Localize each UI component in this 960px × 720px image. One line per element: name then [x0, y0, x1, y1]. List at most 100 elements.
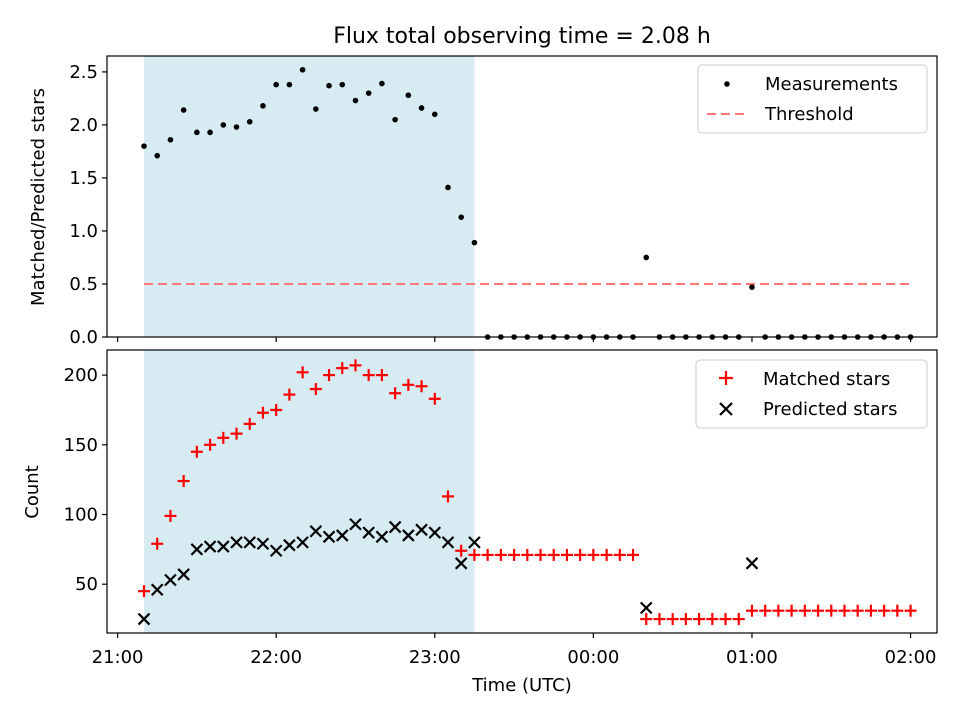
matched-stars-points: [138, 359, 917, 626]
matched-star-point: [785, 604, 798, 617]
matched-star-point: [838, 604, 851, 617]
predicted-star-point: [177, 568, 190, 581]
matched-star-point: [745, 604, 758, 617]
y-tick-label: 1.5: [69, 168, 98, 189]
y-tick-label: 0.0: [69, 327, 98, 348]
matched-star-point: [759, 604, 772, 617]
matched-star-point: [812, 604, 825, 617]
x-tick-label: 21:00: [92, 647, 144, 668]
measurement-point: [207, 129, 213, 136]
measurement-point: [749, 284, 755, 290]
predicted-star-point: [454, 557, 468, 570]
measurement-point: [365, 90, 372, 96]
matched-star-point: [177, 475, 190, 488]
measurement-point: [154, 152, 161, 159]
measurement-point: [260, 103, 266, 109]
predicted-star-point: [639, 601, 653, 615]
matched-star-point: [389, 387, 402, 400]
matched-star-point: [375, 369, 388, 382]
measurement-point: [233, 124, 240, 130]
predicted-star-point: [335, 529, 349, 542]
predicted-star-point: [468, 536, 481, 549]
matched-star-point: [230, 427, 243, 440]
matched-star-point: [534, 548, 547, 561]
matched-star-point: [560, 548, 573, 561]
top-y-axis-label: Matched/Predicted stars: [28, 88, 49, 306]
matched-star-point: [415, 380, 428, 393]
measurement-point: [273, 81, 279, 88]
predicted-star-point: [217, 540, 230, 553]
measurement-point: [431, 111, 438, 118]
x-tick-label: 23:00: [409, 647, 461, 668]
x-tick-label: 00:00: [567, 647, 619, 668]
matched-star-point: [825, 604, 838, 617]
matched-star-point: [481, 548, 494, 561]
matched-star-point: [613, 548, 626, 561]
bottom-y-axis-label: Count: [22, 465, 43, 518]
top-panel: 0.0 0.5 1.0 1.5 2.0 2.5 Matched/Predicted sta…: [28, 55, 938, 348]
matched-star-point: [468, 548, 481, 561]
measurement-point: [643, 254, 650, 261]
matched-star-point: [151, 537, 164, 550]
matched-star-point: [441, 490, 454, 503]
measurement-point: [326, 82, 332, 89]
y-tick-label: 100: [64, 505, 98, 526]
matched-star-point: [719, 613, 732, 626]
measurement-point: [286, 81, 293, 88]
x-tick-label: 02:00: [885, 647, 937, 668]
matched-star-point: [653, 613, 666, 626]
chart-title: Flux total observing time = 2.08 h: [333, 24, 711, 49]
matched-star-point: [164, 509, 177, 522]
matched-star-point: [732, 613, 745, 626]
y-tick-label: 150: [64, 435, 98, 456]
matched-star-point: [204, 438, 217, 451]
predicted-star-point: [203, 540, 217, 553]
bottom-legend: Matched stars Predicted stars: [695, 359, 928, 429]
y-tick-label: 50: [75, 574, 98, 595]
top-panel-shaded-span: [144, 56, 475, 337]
measurement-point: [339, 81, 346, 88]
matched-star-point: [878, 604, 891, 617]
predicted-star-point: [230, 536, 243, 549]
legend-predicted-label: Predicted stars: [763, 399, 897, 420]
predicted-star-point: [296, 536, 309, 549]
bottom-panel-shaded-span: [144, 350, 475, 633]
measurement-point: [220, 122, 227, 128]
matched-star-point: [455, 544, 468, 557]
matched-star-point: [521, 548, 534, 561]
matched-star-point: [349, 359, 362, 372]
matched-star-point: [679, 613, 692, 626]
predicted-star-point: [150, 583, 164, 597]
matched-star-point: [706, 613, 719, 626]
legend-dot-icon: [724, 81, 730, 87]
predicted-star-point: [388, 520, 402, 534]
bottom-panel: 50 100 150 200 21:00 22:00 23:00 00:00 01:00 02:…: [22, 349, 938, 696]
measurement-point: [167, 136, 174, 143]
x-axis-label: Time (UTC): [471, 675, 572, 696]
predicted-star-point: [137, 612, 151, 626]
matched-star-point: [587, 548, 600, 561]
legend-matched-label: Matched stars: [763, 369, 890, 390]
y-tick-label: 0.5: [69, 274, 98, 295]
predicted-star-point: [375, 530, 389, 544]
top-panel-frame: [106, 55, 938, 338]
top-y-axis: 0.0 0.5 1.0 1.5 2.0 2.5: [69, 62, 107, 348]
y-tick-label: 2.0: [69, 115, 98, 136]
predicted-star-point: [349, 517, 362, 531]
predicted-star-point: [256, 537, 270, 551]
measurement-point: [141, 143, 147, 149]
top-legend: Measurements Threshold: [697, 64, 928, 134]
matched-star-point: [640, 613, 653, 626]
predicted-star-point: [362, 526, 375, 539]
measurement-point: [392, 116, 398, 123]
matched-star-point: [864, 604, 877, 617]
predicted-star-point: [269, 544, 283, 558]
matched-star-point: [772, 604, 785, 617]
y-tick-label: 200: [64, 365, 98, 386]
predicted-star-point: [243, 536, 257, 549]
matched-star-point: [283, 388, 296, 401]
legend-plus-icon: [719, 371, 733, 385]
matched-star-point: [851, 604, 864, 617]
measurement-point: [471, 239, 478, 246]
